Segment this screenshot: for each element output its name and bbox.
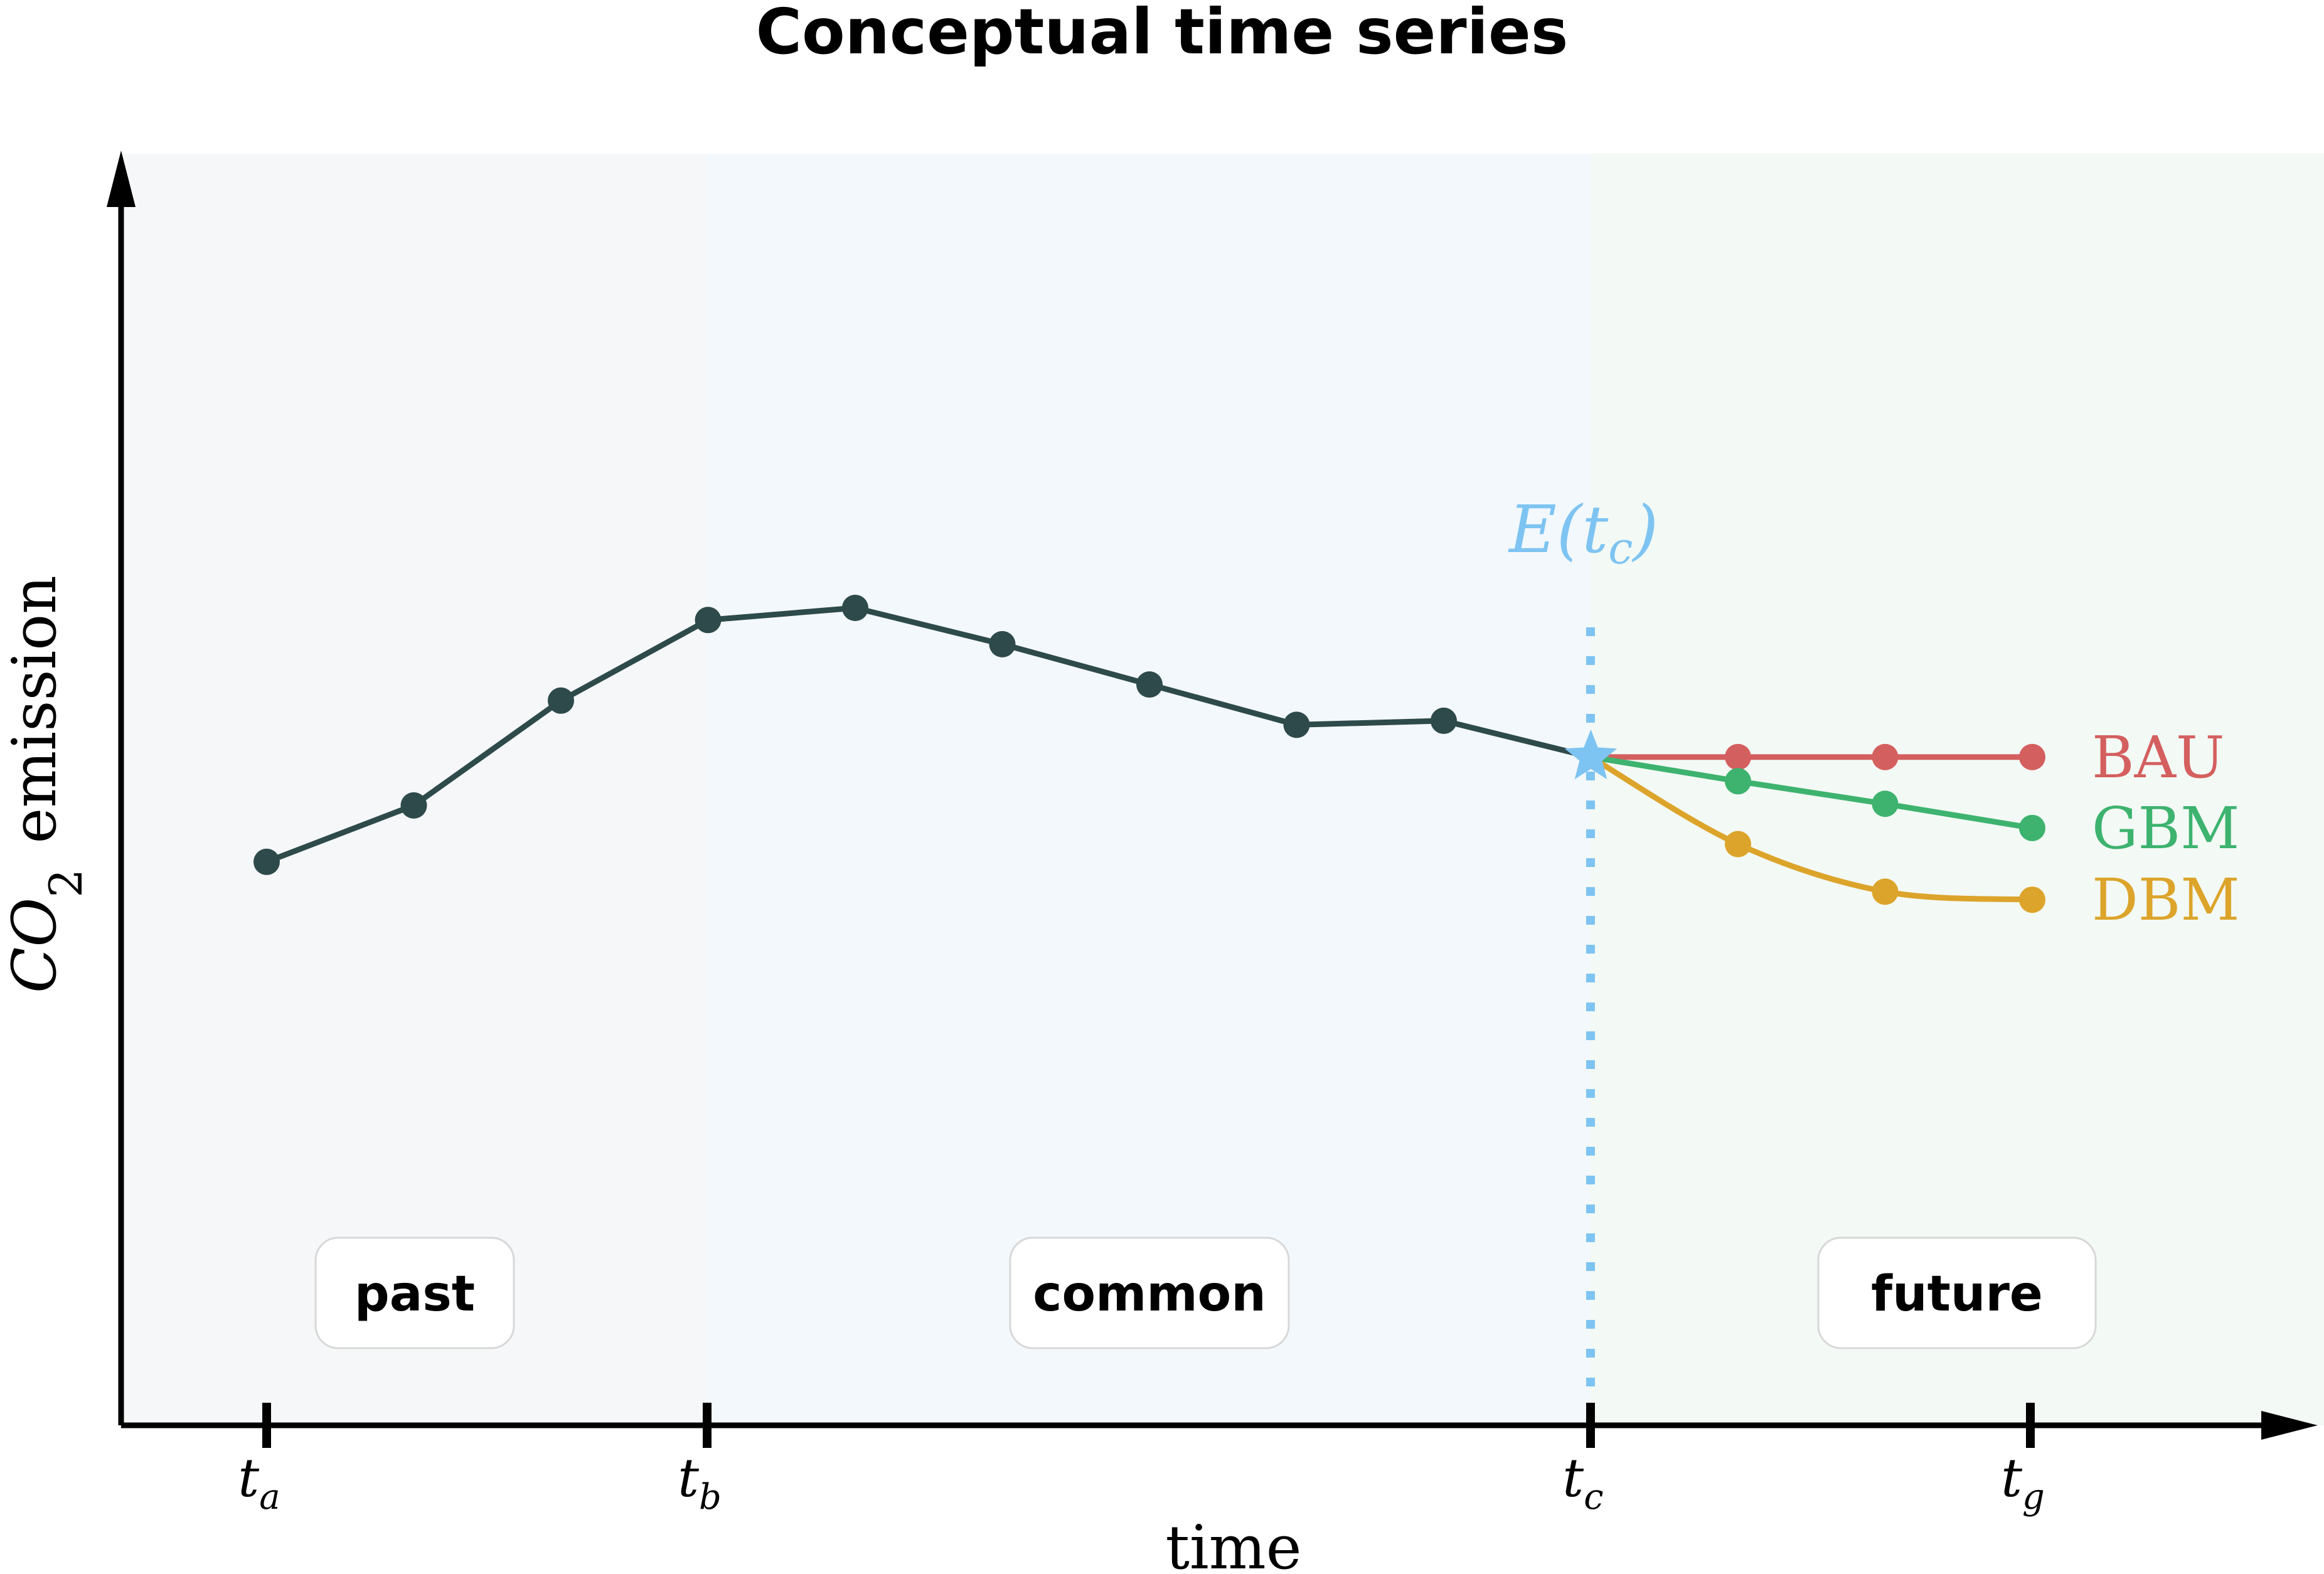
x-ticks: ta tb tc tg <box>238 1403 2045 1518</box>
main-series-point <box>253 848 280 875</box>
main-series-point <box>842 595 868 622</box>
series-bau-point <box>1872 743 1899 770</box>
series-gbm-point <box>1872 790 1899 817</box>
axes <box>107 151 2318 1440</box>
main-series-point <box>400 792 427 819</box>
region-common-box <box>1009 1236 1290 1349</box>
main-series-point <box>1431 707 1457 734</box>
main-series-point <box>1283 711 1310 738</box>
main-series-point <box>1136 671 1163 698</box>
background-regions <box>121 154 2324 1425</box>
region-common-label: common <box>1033 1266 1266 1322</box>
region-labels: past common future <box>314 1236 2097 1349</box>
region-past-box <box>314 1236 515 1349</box>
main-series-point <box>695 607 722 634</box>
series-dbm-point <box>2019 886 2045 913</box>
series-gbm-point <box>2019 814 2045 841</box>
series-dbm-label: DBM <box>2092 866 2240 933</box>
y-axis-label: CO2 emission <box>0 575 92 993</box>
tick-label-b: tb <box>678 1447 722 1518</box>
series-dbm-point <box>1725 831 1751 858</box>
annotation-label: E(tc) <box>1508 491 1658 574</box>
series-gbm-point <box>1725 768 1751 795</box>
region-common-bg <box>707 154 1591 1425</box>
region-past-bg <box>121 154 707 1425</box>
series-gbm-label: GBM <box>2092 795 2239 862</box>
x-axis-arrow-icon <box>2261 1411 2318 1440</box>
y-axis-arrow-icon <box>107 151 136 207</box>
region-future-bg <box>1591 154 2324 1425</box>
series-gbm-line <box>1588 754 2035 831</box>
x-axis-label: time <box>1165 1513 1301 1574</box>
y-axis-label-main: CO <box>0 898 70 993</box>
tick-label-g: tg <box>2001 1447 2045 1518</box>
y-axis-label-sub: 2 <box>40 869 92 898</box>
tick-label-a: ta <box>238 1447 280 1518</box>
series-dbm-line <box>1588 754 2035 903</box>
region-future-box <box>1817 1236 2097 1349</box>
annotation: E(tc) <box>1508 491 1658 780</box>
chart-title: Conceptual time series <box>756 0 1569 68</box>
series-bau-point <box>2019 743 2045 770</box>
region-past-label: past <box>354 1266 475 1322</box>
series-bau-point <box>1725 743 1751 770</box>
region-future-label: future <box>1871 1266 2043 1322</box>
main-series-point <box>989 630 1016 657</box>
series-bau-label: BAU <box>2092 724 2225 791</box>
main-series-point <box>548 687 574 714</box>
main-series-line <box>265 605 1592 865</box>
series-dbm-point <box>1872 878 1899 905</box>
star-icon <box>1564 729 1618 780</box>
tick-label-c: tc <box>1562 1447 1603 1518</box>
y-axis-label-rest: emission <box>0 575 70 863</box>
